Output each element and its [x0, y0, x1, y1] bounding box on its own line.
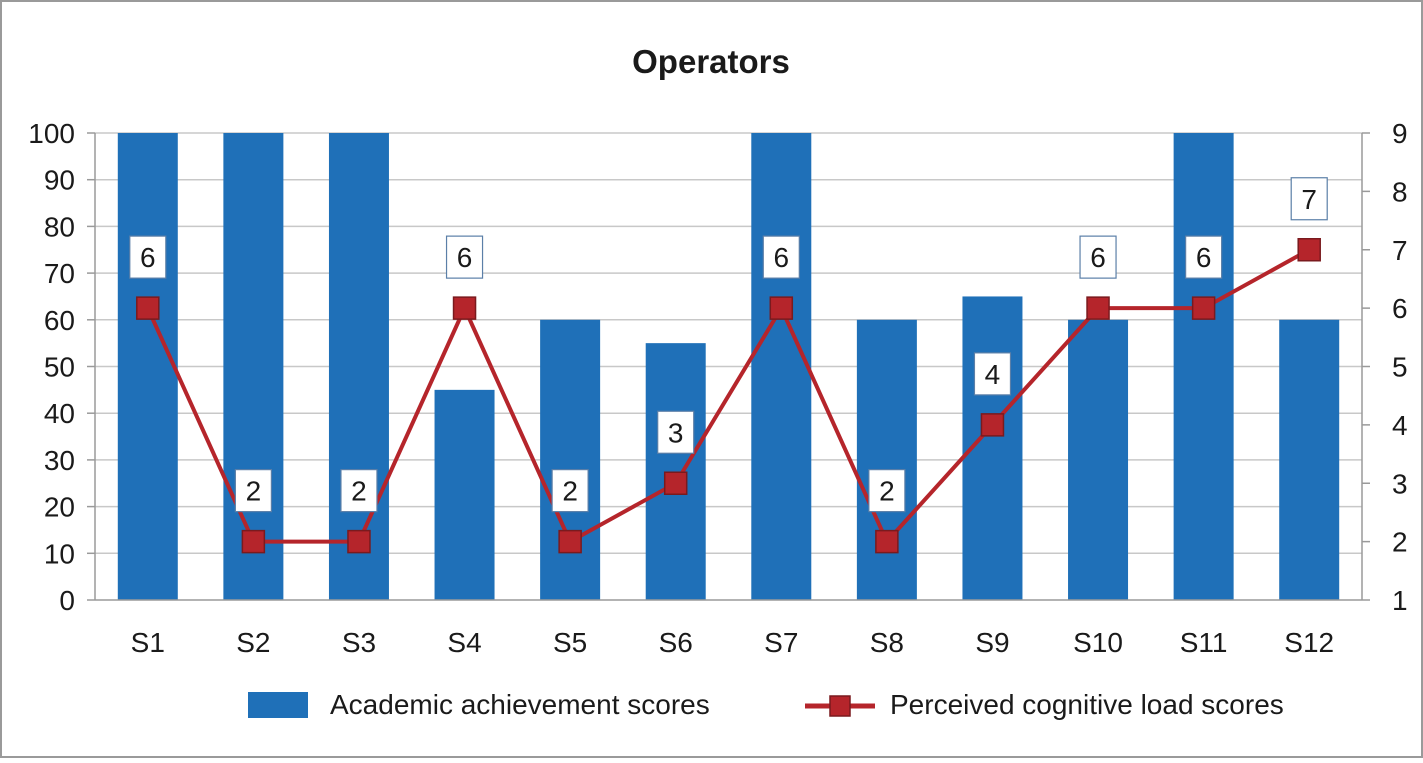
- legend-label-line: Perceived cognitive load scores: [890, 689, 1284, 720]
- line-marker: [1086, 296, 1110, 320]
- y-right-tick-label: 6: [1392, 293, 1408, 324]
- x-tick-label: S12: [1284, 627, 1334, 658]
- bar: [1068, 319, 1129, 600]
- x-tick-label: S6: [659, 627, 693, 658]
- x-tick-label: S10: [1073, 627, 1123, 658]
- data-label-box: [657, 410, 695, 454]
- data-label: 6: [1196, 242, 1212, 273]
- chart-title: Operators: [632, 43, 790, 80]
- data-label-box: [1079, 235, 1117, 279]
- y-left-tick-label: 40: [44, 398, 75, 429]
- axes-layer: 0 10 20 30 40 50 60 70 80 90 100 1 2 3 4 5 6 7 8 9 S1 S2 S3 S4 S…: [28, 118, 1407, 658]
- y-left-tick-label: 10: [44, 538, 75, 569]
- data-label-box: [551, 469, 589, 513]
- data-label-box: [762, 235, 800, 279]
- y-right-tick-label: 5: [1392, 352, 1408, 383]
- data-label: 2: [246, 476, 262, 507]
- y-left-tick-label: 80: [44, 211, 75, 242]
- line-marker: [875, 529, 899, 554]
- line-marker: [558, 529, 582, 554]
- x-tick-label: S9: [975, 627, 1009, 658]
- line-marker: [980, 413, 1005, 437]
- bar: [328, 133, 389, 600]
- x-tick-label: S5: [553, 627, 587, 658]
- data-label: 2: [351, 476, 367, 507]
- x-tick-label: S2: [236, 627, 270, 658]
- line-marker: [452, 296, 477, 320]
- line-marker: [241, 529, 266, 554]
- bar: [856, 319, 917, 600]
- data-label: 3: [668, 417, 684, 448]
- y-left-tick-label: 0: [59, 585, 75, 616]
- bar: [1173, 133, 1234, 600]
- data-label: 6: [140, 242, 156, 273]
- data-label-box: [1290, 177, 1328, 221]
- data-label: 2: [562, 476, 578, 507]
- data-label: 2: [879, 476, 895, 507]
- data-label-box: [973, 352, 1012, 396]
- data-label-box: [1185, 235, 1223, 279]
- x-tick-label: S11: [1180, 627, 1228, 658]
- x-tick-label: S4: [447, 627, 481, 658]
- data-label-box: [445, 235, 484, 279]
- y-left-tick-label: 100: [28, 118, 75, 149]
- bar: [751, 133, 812, 600]
- bar: [1279, 319, 1340, 600]
- bar: [117, 133, 178, 600]
- line-marker: [663, 471, 688, 495]
- y-left-tick-label: 50: [44, 352, 75, 383]
- data-label-box: [129, 235, 167, 279]
- x-tick-label: S8: [870, 627, 904, 658]
- y-right-tick-label: 1: [1392, 585, 1408, 616]
- y-right-tick-label: 7: [1392, 235, 1408, 266]
- line-marker: [769, 296, 794, 320]
- data-label-box: [234, 469, 272, 513]
- y-left-tick-label: 20: [44, 492, 75, 523]
- data-label-box: [868, 469, 906, 513]
- line-layer: [136, 238, 1321, 554]
- y-right-tick-label: 2: [1392, 527, 1408, 558]
- y-left-tick-label: 90: [44, 165, 75, 196]
- y-right-tick-label: 4: [1392, 410, 1408, 441]
- legend-swatch-bar: [248, 692, 308, 718]
- line-marker: [347, 529, 371, 554]
- line-marker: [1191, 296, 1216, 320]
- labels-layer: 6 2 2 6 2 3 6 2 4 6 6 7: [129, 177, 1328, 513]
- y-left-tick-label: 70: [44, 258, 75, 289]
- x-tick-label: S7: [764, 627, 798, 658]
- legend-label-bar: Academic achievement scores: [330, 689, 710, 720]
- data-label-box: [340, 469, 378, 513]
- line-marker: [1297, 238, 1321, 262]
- data-label: 6: [774, 242, 790, 273]
- bar: [434, 389, 495, 600]
- data-label: 6: [457, 242, 473, 273]
- legend-swatch-marker: [829, 695, 851, 717]
- x-tick-label: S1: [131, 627, 165, 658]
- y-right-tick-label: 8: [1392, 176, 1408, 207]
- data-label: 7: [1301, 184, 1317, 215]
- data-label: 6: [1090, 242, 1106, 273]
- y-right-tick-label: 3: [1392, 468, 1408, 499]
- y-right-tick-label: 9: [1392, 118, 1408, 149]
- bar: [540, 319, 601, 600]
- legend: Academic achievement scores Perceived co…: [248, 689, 1284, 720]
- line-marker: [136, 296, 160, 320]
- grid-layer: [95, 132, 1362, 555]
- data-label: 4: [985, 359, 1001, 390]
- bar: [223, 133, 284, 600]
- y-left-tick-label: 60: [44, 305, 75, 336]
- series-line: [145, 247, 1311, 544]
- x-tick-label: S3: [342, 627, 376, 658]
- y-left-tick-label: 30: [44, 445, 75, 476]
